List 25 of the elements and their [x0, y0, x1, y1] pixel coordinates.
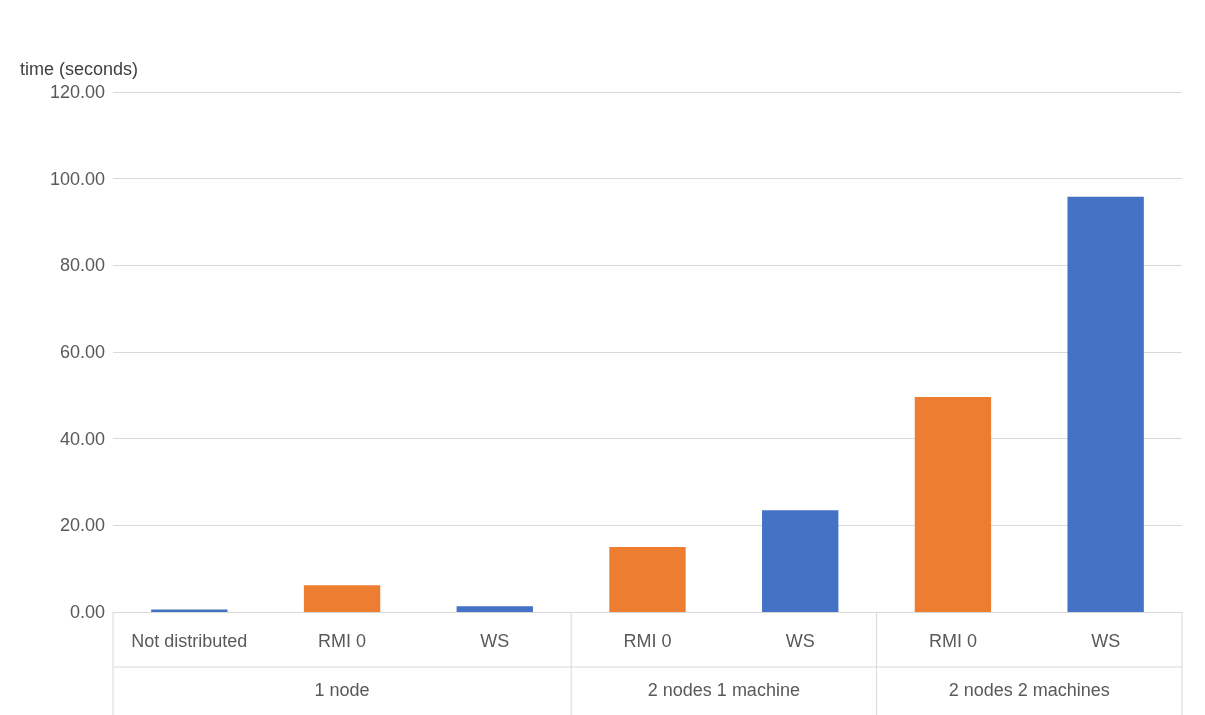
y-tick-label: 80.00: [59, 255, 105, 276]
bar: [456, 606, 533, 612]
bar: [914, 397, 992, 612]
bar: [151, 609, 228, 612]
bar: [762, 510, 839, 612]
y-tick-label: 60.00: [59, 342, 105, 362]
text: 2 nodes 1 machine: [647, 680, 800, 700]
y-tick-label: 20.00: [59, 515, 105, 536]
y-tick-label: 100.00: [49, 168, 105, 189]
bar: [609, 547, 686, 612]
bar: [1067, 196, 1144, 612]
x-tick-label: WS: [480, 631, 510, 651]
x-tick-label: WS: [1091, 631, 1121, 651]
y-tick-label: 120.00: [49, 82, 105, 102]
bar: [303, 585, 381, 612]
x-tick-label: RMI 0: [928, 631, 977, 651]
x-tick-label: WS: [785, 631, 815, 651]
y-tick-label: 40.00: [59, 428, 105, 449]
text: 1 node: [314, 680, 370, 700]
x-tick-label: RMI 0: [623, 631, 672, 651]
text: 2 nodes 2 machines: [948, 680, 1110, 700]
x-tick-label: Not distributed: [131, 631, 248, 651]
y-axis-title: time (seconds): [20, 59, 139, 79]
x-tick-label: RMI 0: [318, 631, 367, 651]
y-tick-label: 0.00: [69, 602, 105, 622]
